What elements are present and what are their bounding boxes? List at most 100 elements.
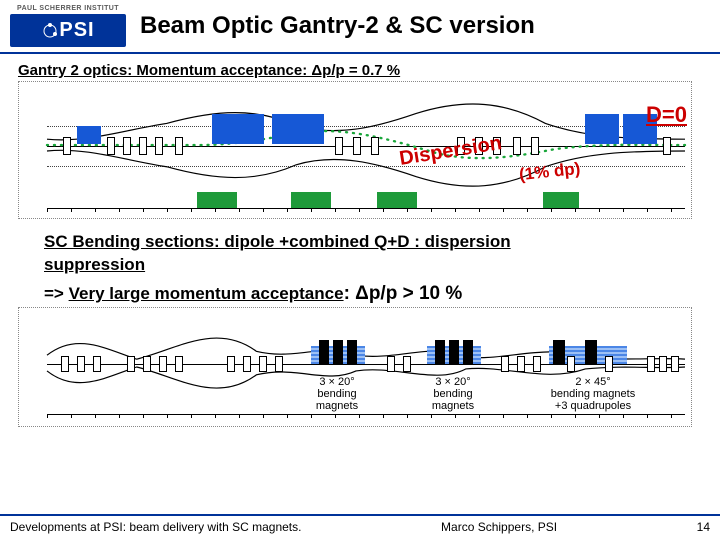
quadrupole	[143, 356, 151, 372]
quadrupole	[175, 356, 183, 372]
tick	[527, 414, 528, 418]
dipole-marker	[319, 340, 329, 364]
footer: Developments at PSI: beam delivery with …	[0, 514, 720, 534]
tick	[119, 208, 120, 212]
tick	[167, 208, 168, 212]
dipole-block	[212, 114, 264, 144]
tick	[479, 414, 480, 418]
page-title: Beam Optic Gantry-2 & SC version	[140, 12, 535, 40]
tick	[263, 414, 264, 418]
logo-badge: PSI	[10, 14, 126, 47]
tick	[71, 208, 72, 212]
tick	[47, 414, 48, 418]
quadrupole	[647, 356, 655, 372]
tick	[671, 208, 672, 212]
tick	[599, 414, 600, 418]
quadrupole	[93, 356, 101, 372]
quadrupole	[107, 137, 115, 155]
bending-label: 3 × 20°bendingmagnets	[432, 376, 474, 412]
dipole-marker	[585, 340, 597, 364]
quadrupole	[275, 356, 283, 372]
quadrupole	[139, 137, 147, 155]
footer-left: Developments at PSI: beam delivery with …	[10, 520, 301, 534]
arrow-prefix: =>	[44, 284, 69, 303]
dipole-marker	[449, 340, 459, 364]
quadrupole	[663, 137, 671, 155]
logo-text: PSI	[59, 19, 94, 42]
bending-label: 2 × 45°bending magnets+3 quadrupoles	[551, 376, 635, 412]
magnet-block	[291, 192, 331, 208]
tick	[671, 414, 672, 418]
quadrupole	[501, 356, 509, 372]
quadrupole	[243, 356, 251, 372]
magnet-block	[543, 192, 579, 208]
tick	[575, 414, 576, 418]
tick	[239, 208, 240, 212]
tick	[239, 414, 240, 418]
tick	[263, 208, 264, 212]
quadrupole	[513, 137, 521, 155]
quadrupole	[671, 356, 679, 372]
quadrupole	[227, 356, 235, 372]
tick	[143, 414, 144, 418]
tick	[599, 208, 600, 212]
diagram-sc-optics: 3 × 20°bendingmagnets3 × 20°bendingmagne…	[18, 307, 692, 427]
sec3-main: Very large momentum acceptance	[69, 284, 344, 303]
tick	[503, 414, 504, 418]
tick	[335, 414, 336, 418]
tick	[647, 414, 648, 418]
quadrupole	[159, 356, 167, 372]
tick	[647, 208, 648, 212]
dipole-marker	[333, 340, 343, 364]
quadrupole	[403, 356, 411, 372]
quadrupole	[259, 356, 267, 372]
sc-bending-line1: SC Bending sections: dipole +combined Q+…	[44, 232, 511, 251]
quadrupole	[175, 137, 183, 155]
tick	[623, 414, 624, 418]
tick	[431, 414, 432, 418]
logo-orbit-icon	[41, 22, 59, 40]
magnet-block	[377, 192, 417, 208]
quadrupole	[605, 356, 613, 372]
quadrupole	[77, 356, 85, 372]
quadrupole	[531, 137, 539, 155]
tick	[383, 208, 384, 212]
tick	[47, 208, 48, 212]
magnet-block	[197, 192, 237, 208]
quadrupole	[517, 356, 525, 372]
sc-bending-line2: suppression	[44, 255, 145, 274]
tick	[191, 414, 192, 418]
quadrupole	[387, 356, 395, 372]
momentum-acceptance-text: => Very large momentum acceptance: Δp/p …	[44, 283, 690, 305]
quadrupole	[659, 356, 667, 372]
tick	[311, 414, 312, 418]
footer-page: 14	[697, 520, 710, 534]
quadrupole	[61, 356, 69, 372]
tick	[191, 208, 192, 212]
tick	[119, 414, 120, 418]
psi-logo: PAUL SCHERRER INSTITUT PSI	[10, 5, 126, 47]
tick	[455, 208, 456, 212]
tick	[551, 414, 552, 418]
dipole-marker	[347, 340, 357, 364]
tick	[407, 414, 408, 418]
tick	[311, 208, 312, 212]
dipole-block	[77, 126, 101, 144]
footer-center: Marco Schippers, PSI	[441, 520, 557, 534]
dipole-block	[585, 114, 619, 144]
quadrupole	[63, 137, 71, 155]
logo-institute: PAUL SCHERRER INSTITUT	[10, 5, 126, 12]
tick	[95, 208, 96, 212]
annotation-d-zero: D=0	[646, 102, 687, 128]
subtitle-gantry2: Gantry 2 optics: Momentum acceptance: Δp…	[18, 62, 720, 79]
quadrupole	[371, 137, 379, 155]
tick	[431, 208, 432, 212]
header: PAUL SCHERRER INSTITUT PSI Beam Optic Ga…	[0, 0, 720, 54]
tick	[335, 208, 336, 212]
tick	[575, 208, 576, 212]
tick	[623, 208, 624, 212]
tick	[215, 208, 216, 212]
quadrupole	[353, 137, 361, 155]
quadrupole	[567, 356, 575, 372]
quadrupole	[127, 356, 135, 372]
